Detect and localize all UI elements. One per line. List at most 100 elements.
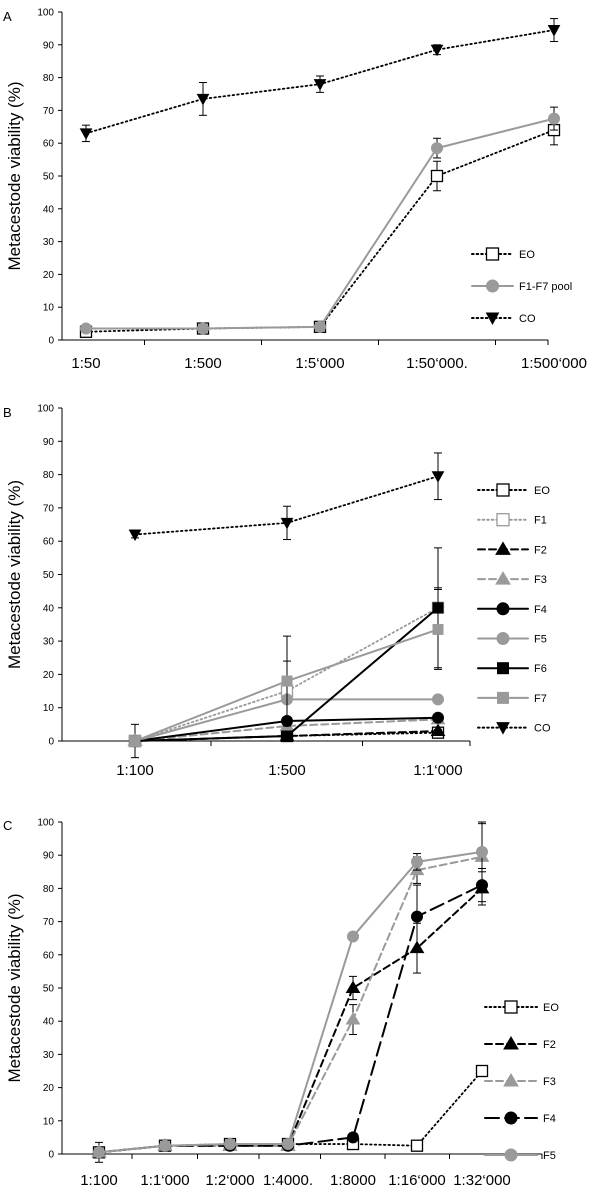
- series-f4: [93, 867, 488, 1159]
- y-tick-label: 60: [43, 950, 55, 961]
- x-tick-label: 1:50: [71, 355, 100, 372]
- marker-circle: [314, 320, 326, 333]
- marker-circle: [432, 693, 444, 706]
- marker-triangle-up: [430, 723, 446, 737]
- legend-label: F2: [534, 544, 547, 556]
- y-tick-label: 20: [43, 1083, 55, 1094]
- x-tick-label: 1:100: [80, 1172, 118, 1189]
- marker-square-open: [504, 1000, 518, 1014]
- x-tick-label: 1:4000.: [263, 1172, 313, 1189]
- marker-square: [281, 730, 293, 742]
- marker-circle: [411, 855, 423, 868]
- x-tick-label: 1:32‘000: [453, 1172, 511, 1189]
- y-tick-label: 100: [37, 8, 54, 19]
- marker-triangle-up: [345, 1012, 361, 1025]
- series-eo: [79, 114, 561, 338]
- x-tick-label: 1:8000: [330, 1172, 376, 1189]
- marker-square-open: [496, 483, 510, 497]
- y-tick-label: 60: [43, 537, 55, 548]
- legend-label: F2: [543, 1039, 556, 1051]
- x-tick-label: 1:50‘000.: [406, 355, 468, 372]
- marker-circle: [432, 711, 444, 724]
- panel-label: C: [3, 818, 12, 833]
- marker-triangle-down: [547, 25, 561, 37]
- legend: EO F1-F7 pool CO: [471, 247, 572, 326]
- marker-square: [281, 675, 293, 687]
- marker-square-open: [485, 247, 500, 261]
- x-tick-label: 1:1‘000: [140, 1172, 189, 1189]
- marker-triangle-down: [485, 312, 500, 326]
- x-tick-label: 1:100: [116, 762, 154, 779]
- panel-label: A: [3, 9, 12, 24]
- panel-c: C 0 10 20 30 40 50 60 70 80 90 100 1:100 1:1‘000 1:2‘0…: [3, 818, 559, 1190]
- x-tick-label: 1:5‘000: [295, 355, 344, 372]
- legend-label: EO: [519, 249, 535, 261]
- y-tick-label: 90: [43, 851, 55, 862]
- y-tick-label: 0: [48, 1150, 54, 1161]
- legend-label: F5: [543, 1150, 556, 1162]
- y-tick-label: 70: [43, 503, 55, 514]
- y-tick-label: 0: [48, 336, 54, 347]
- marker-triangle-up: [495, 541, 511, 555]
- y-tick-label: 70: [43, 917, 55, 928]
- marker-triangle-down: [430, 44, 444, 57]
- legend-label: F1-F7 pool: [519, 281, 572, 293]
- marker-circle: [159, 1139, 171, 1152]
- marker-circle: [496, 632, 510, 645]
- y-tick-label: 40: [43, 204, 55, 215]
- x-tick-label: 1:500: [268, 762, 306, 779]
- y-axis-label: Metacestode viability (%): [5, 82, 24, 271]
- marker-square: [497, 691, 509, 704]
- y-axis-label: Metacestode viability (%): [5, 480, 24, 669]
- marker-circle: [504, 1111, 518, 1125]
- series-f7: [129, 588, 444, 747]
- marker-circle: [431, 142, 443, 155]
- legend-label: F4: [534, 604, 547, 616]
- legend-label: F4: [543, 1113, 556, 1125]
- marker-square: [432, 623, 444, 635]
- marker-square: [497, 662, 509, 675]
- y-tick-label: 100: [37, 818, 54, 829]
- y-tick-label: 40: [43, 1017, 55, 1028]
- marker-triangle-up: [345, 980, 361, 993]
- legend-label: F5: [534, 634, 547, 646]
- x-tick-label: 1:1‘000: [413, 762, 462, 779]
- y-tick-label: 90: [43, 437, 55, 448]
- marker-circle: [548, 112, 560, 125]
- marker-circle: [93, 1146, 105, 1159]
- legend-label: CO: [519, 313, 536, 325]
- series-line: [98, 887, 483, 1154]
- x-tick-label: 1:500: [184, 355, 222, 372]
- y-tick-label: 0: [48, 737, 54, 748]
- y-tick-label: 100: [37, 404, 54, 415]
- y-tick-label: 20: [43, 270, 55, 281]
- series-co: [79, 18, 561, 143]
- marker-circle: [496, 602, 510, 616]
- y-tick-label: 50: [43, 172, 55, 183]
- y-tick-label: 50: [43, 984, 55, 995]
- marker-circle: [504, 1148, 518, 1162]
- y-tick-label: 80: [43, 470, 55, 481]
- y-tick-label: 90: [43, 40, 55, 51]
- legend-label: F1: [534, 515, 547, 527]
- legend-label: F7: [534, 693, 547, 705]
- series-co: [128, 452, 445, 542]
- marker-circle: [476, 845, 488, 858]
- legend: EO F1 F2 F3 F4 F5 F6 F7 CO: [477, 483, 551, 735]
- legend-label: EO: [543, 1002, 559, 1014]
- series-f5: [93, 821, 488, 1159]
- y-tick-label: 10: [43, 303, 55, 314]
- series-line: [98, 850, 483, 1154]
- legend-label: F6: [534, 663, 547, 675]
- series-line: [85, 129, 555, 333]
- legend: EO F2 F3 F4 F5: [484, 1000, 559, 1162]
- x-tick-label: 1:2‘000: [205, 1172, 254, 1189]
- panel-b: B 0 10 20 30 40 50 60 70 80 90 100 1:100 1:500 1:1‘000…: [3, 404, 551, 780]
- y-tick-label: 30: [43, 1050, 55, 1061]
- series-f2: [91, 871, 490, 1158]
- marker-triangle-up: [503, 1073, 519, 1087]
- y-tick-label: 80: [43, 73, 55, 84]
- marker-triangle-down: [196, 93, 210, 106]
- marker-circle: [282, 1138, 294, 1151]
- marker-triangle-down: [313, 79, 327, 91]
